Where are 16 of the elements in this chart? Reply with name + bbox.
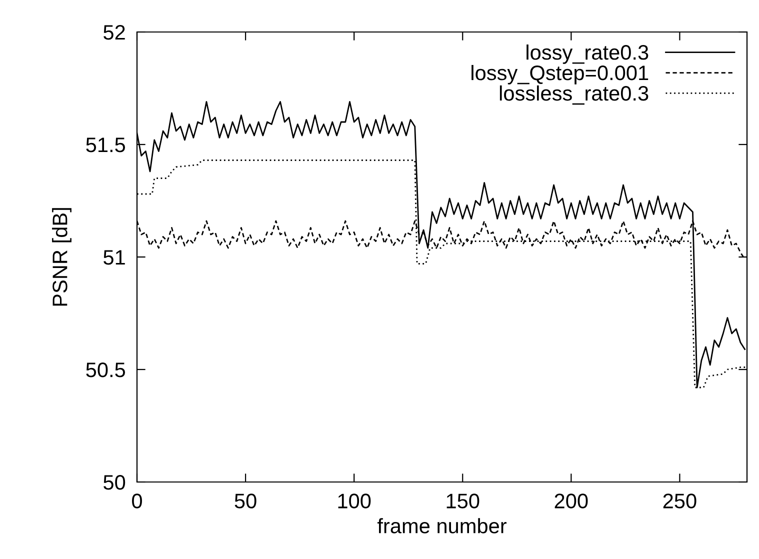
legend-label: lossy_rate0.3	[526, 44, 648, 64]
y-axis-title: PSNR [dB]	[52, 208, 72, 306]
x-tick-label: 0	[132, 494, 142, 508]
x-axis-title: frame number	[377, 518, 506, 534]
y-tick-label: 50	[104, 475, 126, 490]
x-tick-label: 200	[554, 494, 588, 508]
legend-label: lossless_rate0.3	[500, 85, 648, 105]
legend-label: lossy_Qstep=0.001	[472, 64, 648, 84]
y-tick-label: 51	[104, 250, 125, 265]
x-tick-label: 250	[663, 494, 696, 508]
y-tick-label: 52	[104, 25, 125, 40]
x-tick-label: 50	[234, 494, 256, 508]
y-tick-label: 50.5	[86, 362, 126, 378]
x-tick-label: 150	[446, 494, 480, 508]
y-tick-label: 51.5	[86, 138, 126, 152]
x-tick-label: 100	[338, 494, 371, 508]
